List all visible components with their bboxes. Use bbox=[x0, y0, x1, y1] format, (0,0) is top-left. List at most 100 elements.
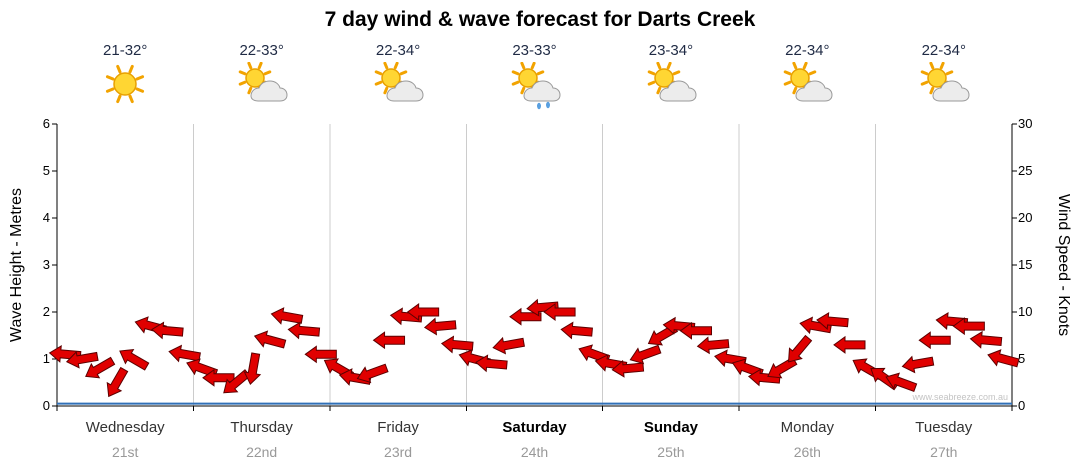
sun-ray bbox=[374, 80, 383, 86]
wind-arrow bbox=[987, 349, 1020, 368]
right-axis-tick-label: 20 bbox=[1018, 210, 1033, 225]
right-axis-tick-label: 25 bbox=[1018, 163, 1033, 178]
wind-arrow bbox=[799, 316, 832, 335]
sun-ray bbox=[536, 70, 544, 76]
sun-ray bbox=[374, 70, 383, 76]
rain-drop bbox=[536, 102, 541, 110]
wind-arrow bbox=[816, 312, 849, 330]
sun-ray bbox=[784, 70, 792, 76]
day-name: Monday bbox=[780, 419, 835, 436]
cloud bbox=[386, 80, 424, 102]
sun-ray bbox=[511, 70, 519, 76]
wind-arrow bbox=[440, 335, 474, 354]
sun bbox=[381, 68, 401, 88]
wind-arrow bbox=[65, 350, 99, 369]
wind-arrow bbox=[492, 336, 525, 355]
wind-arrow bbox=[304, 345, 337, 364]
wind-arrow bbox=[560, 321, 593, 340]
sun-ray bbox=[116, 94, 122, 104]
day-temperature: 23-34° bbox=[648, 42, 694, 59]
sun bbox=[113, 72, 137, 96]
wind-arrow bbox=[629, 344, 662, 365]
day-temperature: 22-33° bbox=[239, 42, 284, 59]
left-axis-tick-label: 1 bbox=[42, 351, 50, 366]
weather-icon-sun-cloud bbox=[780, 61, 834, 112]
day-temperature: 22-34° bbox=[785, 42, 830, 59]
sun-ray bbox=[383, 61, 389, 70]
chart-title: 7 day wind & wave forecast for Darts Cre… bbox=[324, 8, 756, 31]
wind-arrow bbox=[106, 366, 129, 398]
weather-icon-sun-cloud bbox=[371, 61, 425, 112]
wind-arrow bbox=[119, 348, 150, 371]
cloud bbox=[659, 80, 697, 102]
wind-arrow bbox=[767, 356, 798, 379]
wind-arrow bbox=[475, 354, 508, 373]
wind-arrow bbox=[611, 359, 645, 378]
sun-cloud-icon bbox=[647, 61, 697, 102]
sun bbox=[927, 68, 947, 88]
sun-ray bbox=[393, 61, 399, 70]
wind-arrow bbox=[969, 330, 1003, 349]
sun-cloud-icon bbox=[920, 61, 970, 102]
right-axis-tick-label: 10 bbox=[1018, 304, 1033, 319]
day-name: Friday bbox=[377, 419, 419, 436]
sun-ray bbox=[399, 70, 408, 76]
weather-icon-sun-cloud bbox=[235, 61, 289, 112]
day-date: 23rd bbox=[384, 444, 413, 460]
sun-ray bbox=[238, 80, 246, 86]
sun-ray bbox=[792, 61, 798, 70]
wind-arrow bbox=[151, 321, 184, 340]
left-axis-tick-label: 6 bbox=[42, 116, 50, 131]
sun-ray bbox=[247, 86, 252, 95]
sun-ray bbox=[666, 61, 672, 70]
right-axis-tick-label: 0 bbox=[1018, 398, 1026, 413]
left-axis-tick-label: 3 bbox=[42, 257, 50, 272]
sun-ray bbox=[247, 61, 252, 70]
sun-ray bbox=[656, 86, 662, 95]
day-temperature: 22-34° bbox=[921, 42, 966, 59]
day-name: Wednesday bbox=[85, 419, 165, 436]
wind-arrow bbox=[787, 334, 813, 363]
day-date: 24th bbox=[520, 444, 549, 460]
sun-ray bbox=[519, 86, 525, 95]
sun-ray bbox=[238, 70, 246, 76]
sun-ray bbox=[803, 61, 808, 70]
weather-icon-sunny bbox=[98, 62, 152, 112]
left-axis-tick-label: 5 bbox=[42, 163, 50, 178]
sun bbox=[517, 68, 538, 88]
wind-arrow bbox=[423, 317, 457, 336]
sun-ray bbox=[135, 87, 145, 93]
weather-icon-sun-cloud bbox=[917, 61, 971, 112]
weather-icon-sun-cloud bbox=[644, 61, 698, 112]
right-axis-tick-label: 30 bbox=[1018, 116, 1033, 131]
wind-arrow bbox=[833, 335, 866, 354]
sun-cloud-icon bbox=[784, 61, 833, 102]
wind-arrow bbox=[85, 356, 116, 379]
wind-arrow bbox=[952, 317, 985, 336]
wind-arrow bbox=[543, 303, 576, 321]
cloud bbox=[522, 80, 561, 102]
sun-ray bbox=[106, 75, 115, 81]
sun-cloud-rain-icon bbox=[511, 61, 561, 110]
weather-icon-sun-cloud-rain bbox=[508, 61, 562, 112]
wind-arrow bbox=[223, 369, 251, 394]
sun-ray bbox=[945, 70, 954, 76]
sun-ray bbox=[939, 61, 945, 70]
sun-ray bbox=[929, 61, 935, 70]
wind-arrow bbox=[918, 331, 951, 350]
right-axis-tick-label: 5 bbox=[1018, 351, 1026, 366]
wind-arrow bbox=[406, 303, 440, 321]
cloud bbox=[795, 80, 833, 102]
sun-ray bbox=[128, 94, 134, 104]
sun-ray bbox=[519, 61, 525, 70]
wind-arrow bbox=[356, 363, 389, 384]
day-date: 27th bbox=[930, 444, 958, 460]
sun-ray bbox=[920, 80, 929, 86]
sun-ray bbox=[792, 86, 798, 95]
sun-ray bbox=[511, 80, 519, 86]
sun-ray bbox=[128, 64, 134, 74]
sun-ray bbox=[929, 86, 935, 95]
sun-ray bbox=[106, 87, 115, 93]
